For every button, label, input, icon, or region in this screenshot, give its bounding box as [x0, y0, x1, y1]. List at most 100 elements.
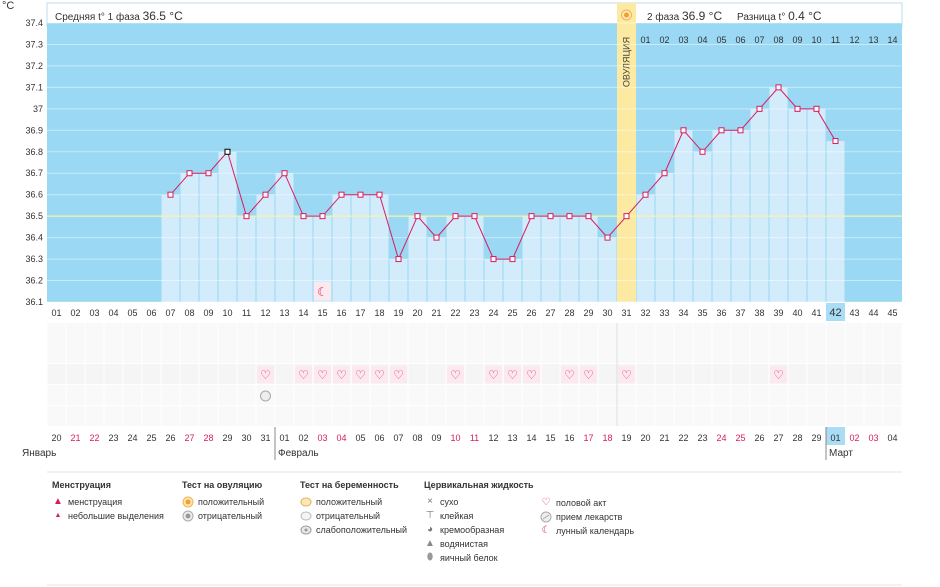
symbol-cell	[104, 385, 123, 405]
heart-bg	[257, 366, 274, 383]
symbol-cell	[47, 385, 66, 405]
cycle-day-label: 03	[89, 308, 99, 318]
cycle-day-label: 40	[792, 308, 802, 318]
date-label: 12	[488, 433, 498, 443]
cycle-day-label: 36	[716, 308, 726, 318]
symbol-cell	[617, 406, 636, 426]
symbol-cell	[142, 385, 161, 405]
temp-point	[794, 105, 801, 112]
temp-bar	[788, 108, 807, 302]
symbol-cell	[674, 385, 693, 405]
symbol-cell	[674, 364, 693, 384]
heart-icon: ♡	[393, 368, 404, 382]
symbol-cell	[199, 364, 218, 384]
temp-point	[775, 84, 782, 91]
date-label: 26	[165, 433, 175, 443]
symbol-cell	[541, 364, 560, 384]
symbol-cell	[218, 343, 237, 363]
pill-icon	[260, 390, 271, 402]
temp-bar	[389, 259, 408, 302]
symbol-cell	[180, 323, 199, 343]
symbol-cell	[47, 364, 66, 384]
phase2-average: 2 фаза 36.9 °C	[647, 9, 722, 23]
heart-bg	[371, 366, 388, 383]
date-label: 02	[298, 433, 308, 443]
date-label: 28	[792, 433, 802, 443]
symbol-cell	[826, 385, 845, 405]
symbol-cell	[199, 343, 218, 363]
symbol-cell	[655, 323, 674, 343]
heart-bg	[561, 366, 578, 383]
phase2-day-label: 14	[887, 35, 897, 45]
symbol-cell	[161, 406, 180, 426]
heart-bg	[447, 366, 464, 383]
symbol-cell	[66, 406, 85, 426]
cycle-day-label: 31	[621, 308, 631, 318]
cycle-day-label: 23	[469, 308, 479, 318]
symbol-cell	[541, 343, 560, 363]
symbol-cell	[807, 385, 826, 405]
symbol-cell	[446, 385, 465, 405]
date-label: 23	[108, 433, 118, 443]
symbol-cell	[883, 364, 902, 384]
temp-point	[243, 213, 250, 220]
temp-point	[756, 105, 763, 112]
cycle-day-label: 14	[298, 308, 308, 318]
symbol-cell	[788, 406, 807, 426]
symbol-cell	[351, 406, 370, 426]
temp-point	[718, 127, 725, 134]
cycle-day-label: 15	[317, 308, 327, 318]
date-label: 28	[203, 433, 213, 443]
temp-point	[566, 213, 573, 220]
temp-point	[205, 170, 212, 177]
date-label: 13	[507, 433, 517, 443]
heart-icon: ♡	[260, 368, 271, 382]
cycle-day-label: 09	[203, 308, 213, 318]
symbol-cell	[199, 385, 218, 405]
sun-positive-icon	[182, 496, 194, 508]
y-tick-label: 36.1	[25, 297, 43, 307]
heart-icon: ♡	[583, 368, 594, 382]
symbol-cell	[313, 323, 332, 343]
symbol-cell	[389, 406, 408, 426]
symbol-cell	[864, 406, 883, 426]
cycle-day-label: 34	[678, 308, 688, 318]
temp-bar	[408, 216, 427, 302]
egg-white-icon: ⬮	[426, 552, 434, 563]
symbol-cell	[237, 385, 256, 405]
symbol-cell	[218, 406, 237, 426]
cycle-day-label: 43	[849, 308, 859, 318]
legend-pregnancy-test: Тест на беременность положительный отриц…	[300, 480, 407, 537]
date-label: 15	[545, 433, 555, 443]
symbol-cell	[655, 385, 674, 405]
heart-bg	[770, 366, 787, 383]
symbol-cell	[85, 343, 104, 363]
symbol-cell	[275, 385, 294, 405]
phase2-day-label: 13	[868, 35, 878, 45]
phase2-day-label: 03	[678, 35, 688, 45]
heart-icon: ♡	[541, 497, 551, 508]
cycle-day-label: 02	[70, 308, 80, 318]
cycle-day-label: 04	[108, 308, 118, 318]
symbol-cell	[636, 406, 655, 426]
date-label: 17	[583, 433, 593, 443]
temp-point	[395, 256, 402, 263]
temp-point	[471, 213, 478, 220]
symbol-cell	[408, 323, 427, 343]
cycle-day-label: 18	[374, 308, 384, 318]
symbol-cell	[845, 364, 864, 384]
symbol-cell	[161, 364, 180, 384]
symbol-cell	[712, 323, 731, 343]
symbol-cell	[503, 406, 522, 426]
symbol-cell	[560, 343, 579, 363]
symbol-cell	[750, 385, 769, 405]
temp-bar	[541, 216, 560, 302]
date-label: 18	[602, 433, 612, 443]
phase2-day-label: 05	[716, 35, 726, 45]
temp-bar	[199, 173, 218, 302]
symbol-cell	[845, 385, 864, 405]
symbol-cell	[66, 343, 85, 363]
symbol-cell	[351, 385, 370, 405]
cycle-day-label: 42	[829, 307, 841, 319]
date-label: 29	[222, 433, 232, 443]
